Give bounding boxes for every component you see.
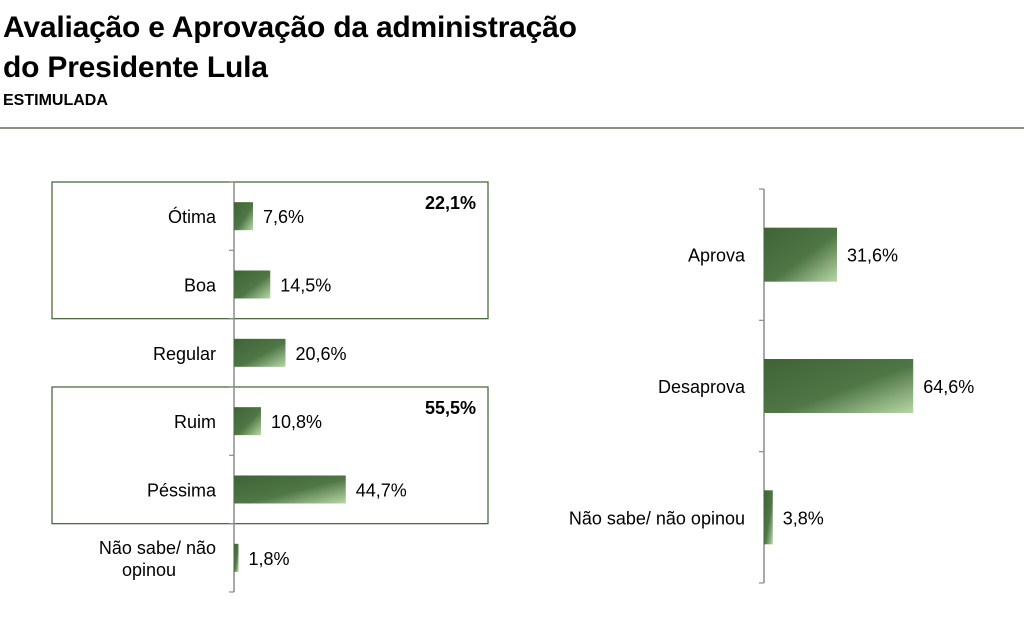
data-label-nao-sabe-nao-opinou: 1,8% xyxy=(249,549,290,569)
category-label-desaprova: Desaprova xyxy=(658,377,746,397)
group-frame-2 xyxy=(51,386,489,525)
data-label-aprova: 31,6% xyxy=(847,246,898,266)
bar-ruim xyxy=(234,407,261,436)
data-label-nao-sabe-nao-opinou: 3,8% xyxy=(783,508,824,528)
group-total-label: 22,1% xyxy=(425,193,476,213)
category-label-ruim: Ruim xyxy=(174,412,216,432)
bar-boa xyxy=(234,270,271,299)
category-label-aprova: Aprova xyxy=(688,246,746,266)
data-label-otima: 7,6% xyxy=(263,207,304,227)
category-label-line: Não sabe/ não xyxy=(99,538,216,558)
category-label-otima: Ótima xyxy=(168,206,217,227)
group-frame-1 xyxy=(51,181,489,320)
bar-nao-sabe-nao-opinou xyxy=(764,490,773,545)
data-label-boa: 14,5% xyxy=(280,275,331,295)
title-line-2: do Presidente Lula xyxy=(3,51,268,84)
group-total-label: 55,5% xyxy=(425,398,476,418)
page-title: Avaliação e Aprovação da administração d… xyxy=(3,8,577,88)
bar-aprova xyxy=(764,227,837,282)
category-label-pessima: Péssima xyxy=(147,480,217,500)
data-label-regular: 20,6% xyxy=(296,344,347,364)
page-subtitle: ESTIMULADA xyxy=(3,92,108,109)
data-label-pessima: 44,7% xyxy=(356,480,407,500)
category-label-nao-sabe-nao-opinou: Não sabe/ não opinou xyxy=(569,508,745,528)
category-label-regular: Regular xyxy=(153,344,216,364)
data-label-ruim: 10,8% xyxy=(271,412,322,432)
data-label-desaprova: 64,6% xyxy=(923,377,974,397)
category-label-nao-sabe-nao-opinou: Não sabe/ não opinou xyxy=(99,538,216,580)
approval-chart: 31,6% Aprova 64,6% Desaprova 3,8% Não sabe/ n… xyxy=(569,188,974,584)
bar-otima xyxy=(234,202,253,231)
bar-pessima xyxy=(234,475,346,504)
bar-regular xyxy=(234,338,286,367)
bar-desaprova xyxy=(764,358,914,413)
category-label-boa: Boa xyxy=(184,275,217,295)
bar-nao-sabe-nao-opinou xyxy=(234,543,239,572)
category-label-line: opinou xyxy=(122,560,176,580)
title-line-1: Avaliação e Aprovação da administração xyxy=(3,11,577,44)
evaluation-chart: 22,1% 55,5% 7,6% Ótima 14,5% Boa 20,6% Regular 1… xyxy=(51,181,489,593)
header-divider xyxy=(0,127,1024,129)
